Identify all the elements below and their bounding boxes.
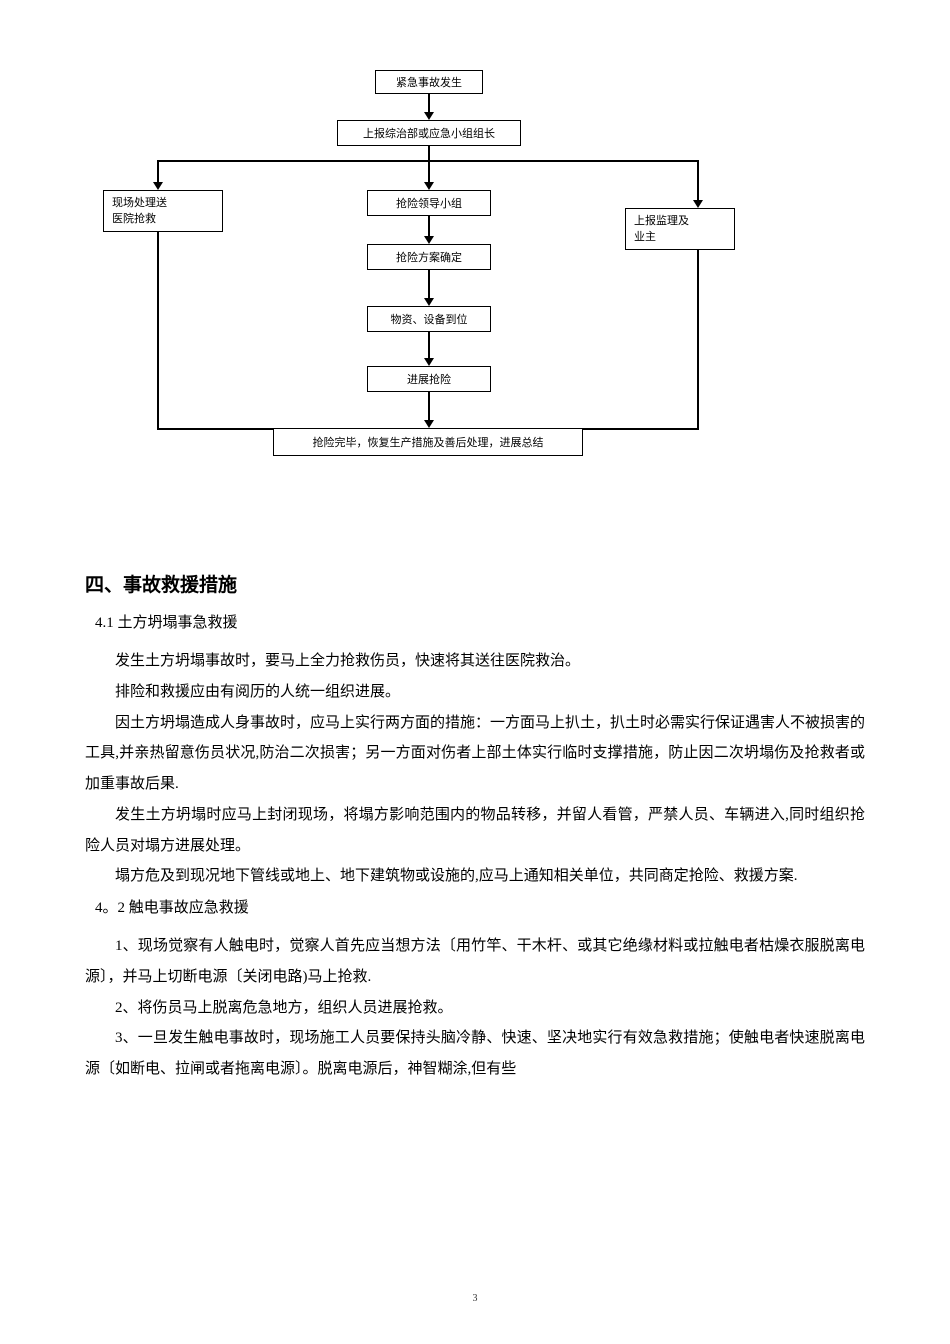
fc-connector bbox=[583, 428, 699, 430]
fc-connector bbox=[157, 160, 159, 184]
paragraph-8: 3、一旦发生触电事故时，现场施工人员要保持头脑冷静、快速、坚决地实行有效急救措施… bbox=[85, 1023, 865, 1085]
fc-connector bbox=[157, 428, 273, 430]
fc-node-resources: 物资、设备到位 bbox=[367, 306, 491, 332]
fc-connector bbox=[428, 146, 430, 160]
fc-node-label: 进展抢险 bbox=[407, 371, 451, 387]
fc-arrow bbox=[424, 112, 434, 120]
fc-node-label: 紧急事故发生 bbox=[396, 74, 462, 90]
section-heading: 四、事故救援措施 bbox=[85, 570, 865, 597]
fc-node-label: 现场处理送 医院抢救 bbox=[112, 195, 167, 228]
fc-node-label: 上报监理及 业主 bbox=[634, 213, 689, 246]
flowchart-container: 紧急事故发生 上报综治部或应急小组组长 现场处理送 医院抢救 抢险领导小组 上报… bbox=[85, 70, 865, 550]
fc-node-rescue-progress: 进展抢险 bbox=[367, 366, 491, 392]
fc-connector bbox=[428, 216, 430, 238]
fc-node-rescue-team: 抢险领导小组 bbox=[367, 190, 491, 216]
fc-node-label: 抢险完毕，恢复生产措施及善后处理，进展总结 bbox=[313, 434, 544, 450]
fc-node-report-owner: 上报监理及 业主 bbox=[625, 208, 735, 250]
paragraph-3: 因土方坍塌造成人身事故时，应马上实行两方面的措施：一方面马上扒土，扒土时必需实行… bbox=[85, 708, 865, 800]
fc-arrow bbox=[424, 358, 434, 366]
fc-node-label: 物资、设备到位 bbox=[391, 311, 468, 327]
page-number: 3 bbox=[0, 1293, 950, 1304]
fc-connector bbox=[697, 160, 699, 202]
fc-connector bbox=[697, 250, 699, 428]
fc-node-label: 抢险领导小组 bbox=[396, 195, 462, 211]
fc-connector bbox=[428, 94, 430, 114]
paragraph-6: 1、现场觉察有人触电时，觉察人首先应当想方法〔用竹竿、干木杆、或其它绝缘材料或拉… bbox=[85, 931, 865, 993]
fc-arrow bbox=[424, 298, 434, 306]
sub-heading-41: 4.1 土方坍塌事急救援 bbox=[95, 611, 865, 632]
fc-connector bbox=[428, 270, 430, 300]
paragraph-7: 2、将伤员马上脱离危急地方，组织人员进展抢救。 bbox=[85, 993, 865, 1024]
paragraph-4: 发生土方坍塌时应马上封闭现场，将塌方影响范围内的物品转移，并留人看管，严禁人员、… bbox=[85, 800, 865, 862]
fc-connector bbox=[157, 232, 159, 428]
fc-arrow bbox=[424, 236, 434, 244]
fc-arrow bbox=[424, 182, 434, 190]
paragraph-1: 发生土方坍塌事故时，要马上全力抢救伤员，快速将其送往医院救治。 bbox=[85, 646, 865, 677]
fc-arrow bbox=[424, 420, 434, 428]
fc-connector bbox=[428, 392, 430, 422]
paragraph-2: 排险和救援应由有阅历的人统一组织进展。 bbox=[85, 677, 865, 708]
paragraph-5: 塌方危及到现况地下管线或地上、地下建筑物或设施的,应马上通知相关单位，共同商定抢… bbox=[85, 861, 865, 892]
fc-connector bbox=[428, 332, 430, 360]
fc-node-report-group: 上报综治部或应急小组组长 bbox=[337, 120, 521, 146]
fc-node-label: 抢险方案确定 bbox=[396, 249, 462, 265]
fc-node-hospital: 现场处理送 医院抢救 bbox=[103, 190, 223, 232]
sub-heading-42: 4。2 触电事故应急救援 bbox=[95, 896, 865, 917]
fc-arrow bbox=[693, 200, 703, 208]
fc-connector bbox=[428, 160, 430, 184]
fc-node-emergency: 紧急事故发生 bbox=[375, 70, 483, 94]
fc-node-complete: 抢险完毕，恢复生产措施及善后处理，进展总结 bbox=[273, 428, 583, 456]
fc-node-plan-confirm: 抢险方案确定 bbox=[367, 244, 491, 270]
fc-arrow bbox=[153, 182, 163, 190]
fc-node-label: 上报综治部或应急小组组长 bbox=[363, 125, 495, 141]
